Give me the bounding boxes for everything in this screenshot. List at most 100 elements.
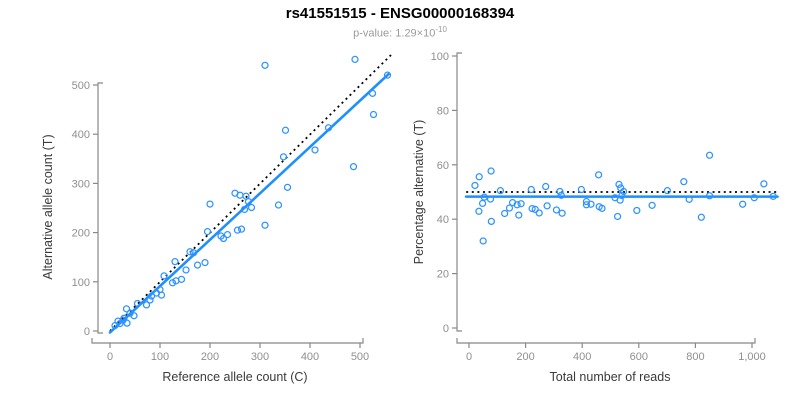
data-point bbox=[598, 204, 606, 212]
x-tick-label: 0 bbox=[107, 351, 113, 363]
data-point bbox=[122, 305, 131, 313]
data-point bbox=[760, 180, 768, 188]
y-tick-label: 0 bbox=[84, 326, 90, 338]
identity-line bbox=[109, 54, 392, 332]
data-point bbox=[587, 200, 595, 208]
data-point bbox=[324, 124, 333, 132]
data-point bbox=[501, 209, 509, 218]
x-axis bbox=[91, 338, 364, 344]
data-point bbox=[368, 89, 377, 97]
data-point bbox=[478, 199, 487, 208]
data-point bbox=[475, 173, 483, 181]
y-tick-label: 300 bbox=[72, 178, 90, 190]
data-point bbox=[223, 230, 232, 239]
data-point bbox=[369, 110, 378, 119]
y-tick-label: 500 bbox=[72, 80, 90, 92]
data-point bbox=[146, 296, 154, 304]
data-point bbox=[240, 205, 249, 214]
data-point bbox=[515, 211, 523, 219]
data-point bbox=[542, 182, 550, 191]
data-point bbox=[233, 226, 242, 234]
data-point bbox=[496, 187, 505, 195]
data-point bbox=[186, 248, 194, 256]
data-point bbox=[480, 193, 488, 201]
y-axis-title: Alternative allele count (T) bbox=[41, 134, 55, 279]
data-point bbox=[283, 183, 292, 191]
x-axis bbox=[456, 338, 756, 344]
y-axis bbox=[97, 82, 103, 334]
y-tick-label: 100 bbox=[431, 51, 449, 63]
data-point bbox=[274, 201, 283, 209]
x-tick-label: 200 bbox=[201, 351, 219, 363]
figure-subtitle: p-value: 1.29×10-10 bbox=[0, 25, 800, 40]
y-tick-label: 200 bbox=[72, 228, 90, 240]
data-point bbox=[193, 261, 202, 269]
y-axis bbox=[456, 52, 462, 332]
data-point bbox=[556, 187, 564, 196]
data-point bbox=[486, 195, 495, 203]
data-point bbox=[261, 61, 269, 69]
x-tick-label: 300 bbox=[251, 351, 269, 363]
data-point bbox=[685, 195, 693, 203]
y-tick-label: 100 bbox=[72, 277, 90, 289]
pvalue-text: p-value: 1.29×10 bbox=[353, 27, 436, 40]
data-point bbox=[527, 185, 535, 194]
data-point bbox=[594, 171, 603, 179]
data-point bbox=[505, 204, 514, 212]
data-point bbox=[487, 217, 495, 226]
data-point bbox=[513, 201, 521, 209]
y-tick-label: 40 bbox=[437, 214, 449, 226]
y-tick-label: 80 bbox=[437, 105, 449, 117]
pvalue-exponent: -10 bbox=[435, 25, 447, 34]
data-point bbox=[244, 197, 253, 206]
data-point bbox=[383, 71, 392, 79]
data-point bbox=[739, 200, 747, 208]
data-point bbox=[203, 227, 212, 236]
data-point bbox=[557, 191, 565, 199]
x-tick-label: 600 bbox=[630, 351, 648, 363]
data-point bbox=[142, 301, 151, 309]
data-point bbox=[517, 200, 525, 208]
data-point bbox=[219, 234, 228, 243]
data-point bbox=[543, 202, 551, 210]
data-point bbox=[157, 291, 166, 299]
data-point bbox=[237, 225, 246, 233]
data-point bbox=[189, 249, 198, 257]
y-tick-label: 400 bbox=[72, 129, 90, 141]
y-axis-title: Percentage alternative (T) bbox=[412, 120, 426, 265]
data-point bbox=[663, 187, 672, 195]
data-point bbox=[487, 167, 495, 175]
x-axis-title: Reference allele count (C) bbox=[162, 370, 307, 384]
data-point bbox=[577, 185, 585, 194]
x-tick-label: 800 bbox=[686, 351, 704, 363]
figure-title: rs41551515 - ENSG00000168394 bbox=[285, 5, 515, 22]
data-point bbox=[281, 126, 290, 134]
data-point bbox=[479, 237, 487, 245]
data-point bbox=[582, 201, 591, 209]
y-tick-label: 20 bbox=[437, 269, 449, 281]
x-tick-label: 500 bbox=[351, 351, 369, 363]
data-point bbox=[616, 196, 624, 204]
data-point bbox=[680, 178, 688, 186]
data-point bbox=[528, 204, 536, 213]
data-point bbox=[177, 275, 186, 283]
data-point bbox=[633, 206, 641, 215]
data-point bbox=[261, 221, 269, 229]
data-point bbox=[615, 180, 623, 189]
data-point bbox=[705, 151, 714, 159]
data-point bbox=[182, 266, 190, 274]
data-point bbox=[206, 200, 214, 208]
data-point bbox=[171, 258, 179, 266]
data-point bbox=[120, 314, 128, 322]
data-point bbox=[558, 209, 566, 217]
data-point bbox=[351, 55, 359, 64]
x-axis-title: Total number of reads bbox=[550, 370, 671, 384]
x-tick-label: 400 bbox=[301, 351, 319, 363]
data-point bbox=[279, 153, 288, 161]
data-point bbox=[552, 206, 561, 214]
data-point bbox=[648, 201, 656, 209]
data-point bbox=[619, 187, 628, 196]
data-point bbox=[311, 146, 319, 154]
x-tick-label: 400 bbox=[573, 351, 591, 363]
